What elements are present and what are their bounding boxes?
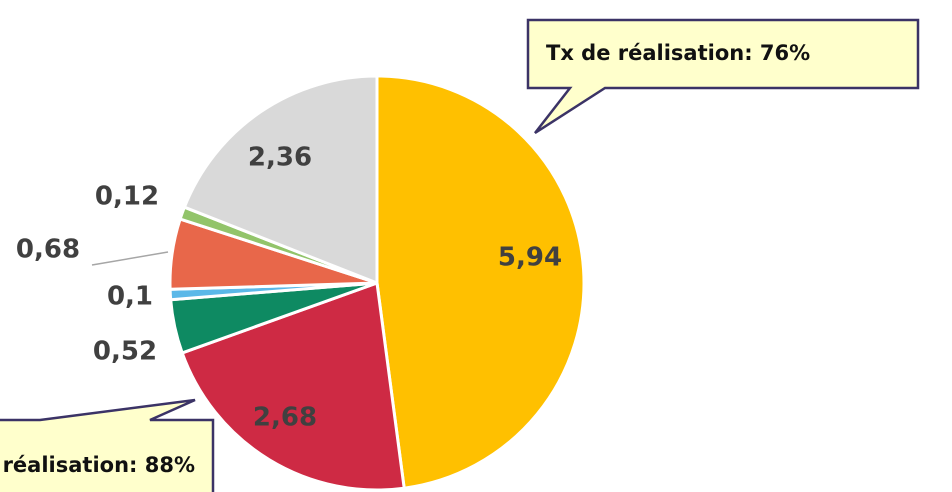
slice	[375, 74, 586, 490]
data-label: 0,1	[107, 282, 153, 312]
callout-text: Tx de réalisation: 76%	[546, 41, 810, 65]
pie	[168, 74, 586, 492]
data-label: 0,68	[16, 235, 80, 265]
data-label: 2,36	[248, 143, 312, 173]
callout-text: Tx de réalisation: 88%	[0, 453, 195, 477]
callout-box	[526, 18, 920, 135]
callout-box	[0, 398, 215, 492]
slice	[180, 280, 406, 492]
slice	[182, 74, 379, 286]
data-label: 2,68	[253, 403, 317, 433]
leader-line	[91, 251, 169, 266]
data-label: 0,52	[93, 337, 157, 367]
data-label: 5,94	[498, 243, 562, 273]
data-label: 0,12	[95, 182, 159, 212]
